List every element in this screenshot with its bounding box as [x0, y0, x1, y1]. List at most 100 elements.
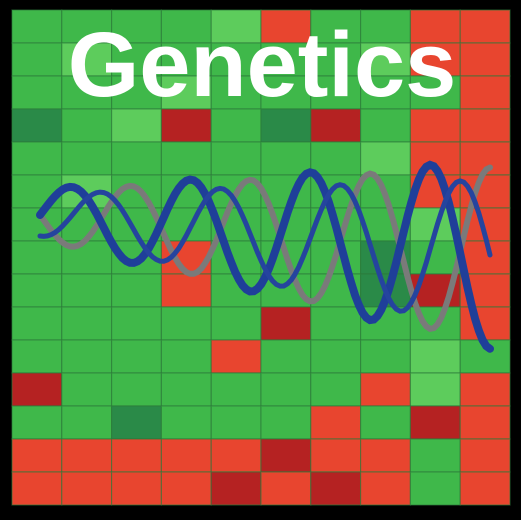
heatmap-cell	[160, 42, 212, 77]
heatmap-cell	[11, 273, 63, 308]
heatmap-cell	[61, 306, 113, 341]
heatmap-cell	[160, 471, 212, 506]
heatmap-cell	[11, 75, 63, 110]
heatmap-cell	[409, 471, 461, 506]
heatmap-cell	[110, 438, 162, 473]
heatmap-cell	[260, 405, 312, 440]
heatmap-cell	[409, 240, 461, 275]
heatmap-cell	[360, 42, 412, 77]
title: Genetics	[68, 14, 457, 116]
heatmap-cell	[110, 339, 162, 374]
heatmap-cell	[11, 108, 63, 143]
heatmap-cell	[260, 438, 312, 473]
heatmap-cell	[459, 372, 511, 407]
heatmap-cell	[360, 471, 412, 506]
heatmap-cell	[409, 405, 461, 440]
heatmap-cell	[360, 438, 412, 473]
heatmap-cell	[160, 339, 212, 374]
heatmap-cell	[459, 108, 511, 143]
heatmap-cell	[11, 141, 63, 176]
heatmap-cell	[11, 339, 63, 374]
heatmap-cell	[310, 438, 362, 473]
heatmap-cell	[110, 9, 162, 44]
heatmap-cell	[459, 75, 511, 110]
heatmap-cell	[459, 240, 511, 275]
heatmap-cell	[310, 339, 362, 374]
heatmap-cell	[210, 405, 262, 440]
heatmap-cell	[360, 141, 412, 176]
heatmap-cell	[360, 405, 412, 440]
heatmap-cell	[61, 471, 113, 506]
heatmap-cell	[260, 306, 312, 341]
heatmap-cell	[210, 372, 262, 407]
heatmap-cell	[160, 75, 212, 110]
heatmap-cell	[160, 141, 212, 176]
heatmap-cell	[210, 471, 262, 506]
heatmap-cell	[409, 372, 461, 407]
heatmap-cell	[210, 438, 262, 473]
heatmap-grid	[11, 9, 511, 506]
heatmap-cell	[260, 75, 312, 110]
heatmap-cell	[409, 108, 461, 143]
heatmap-cell	[310, 306, 362, 341]
heatmap-cell	[11, 471, 63, 506]
heatmap-cell	[110, 405, 162, 440]
heatmap-cell	[210, 306, 262, 341]
heatmap-cell	[459, 438, 511, 473]
heatmap-cell	[110, 273, 162, 308]
heatmap-cell	[110, 141, 162, 176]
heatmap-cell	[11, 9, 63, 44]
heatmap-cell	[11, 438, 63, 473]
heatmap-cell	[409, 42, 461, 77]
heatmap-cell	[360, 372, 412, 407]
heatmap-cell	[360, 339, 412, 374]
heatmap-cell	[310, 405, 362, 440]
heatmap-cell	[409, 339, 461, 374]
heatmap-cell	[360, 9, 412, 44]
helix-strand	[37, 164, 493, 332]
heatmap-cell	[110, 75, 162, 110]
heatmap-cell	[210, 42, 262, 77]
heatmap-cell	[409, 9, 461, 44]
heatmap-cell	[11, 405, 63, 440]
helix-strand	[36, 160, 494, 353]
heatmap-cell	[310, 42, 362, 77]
heatmap-cell	[310, 471, 362, 506]
heatmap-cell	[11, 240, 63, 275]
heatmap-cell	[160, 405, 212, 440]
heatmap-cell	[459, 9, 511, 44]
heatmap-cell	[459, 42, 511, 77]
heatmap-cell	[459, 306, 511, 341]
heatmap-cell	[260, 471, 312, 506]
heatmap-cell	[61, 9, 113, 44]
heatmap-cell	[210, 75, 262, 110]
heatmap-cell	[160, 438, 212, 473]
heatmap-cell	[310, 141, 362, 176]
heatmap-cell	[260, 372, 312, 407]
heatmap-cell	[160, 306, 212, 341]
heatmap-cell	[61, 339, 113, 374]
heatmap-cell	[61, 273, 113, 308]
heatmap-cell	[110, 306, 162, 341]
heatmap-cell	[459, 471, 511, 506]
heatmap-cell	[260, 42, 312, 77]
heatmap-cell	[110, 42, 162, 77]
heatmap-cell	[61, 42, 113, 77]
heatmap-cell	[61, 372, 113, 407]
heatmap-cell	[61, 438, 113, 473]
heatmap-cell	[409, 438, 461, 473]
heatmap-cell	[310, 372, 362, 407]
heatmap-cell	[110, 471, 162, 506]
heatmap-cell	[11, 306, 63, 341]
heatmap-cell	[110, 372, 162, 407]
helix-strand	[37, 178, 493, 314]
heatmap-cell	[61, 141, 113, 176]
heatmap-cell	[210, 339, 262, 374]
heatmap-cell	[260, 339, 312, 374]
heatmap-cell	[360, 108, 412, 143]
heatmap-cell	[160, 273, 212, 308]
heatmap-cell	[459, 405, 511, 440]
heatmap-cell	[260, 141, 312, 176]
